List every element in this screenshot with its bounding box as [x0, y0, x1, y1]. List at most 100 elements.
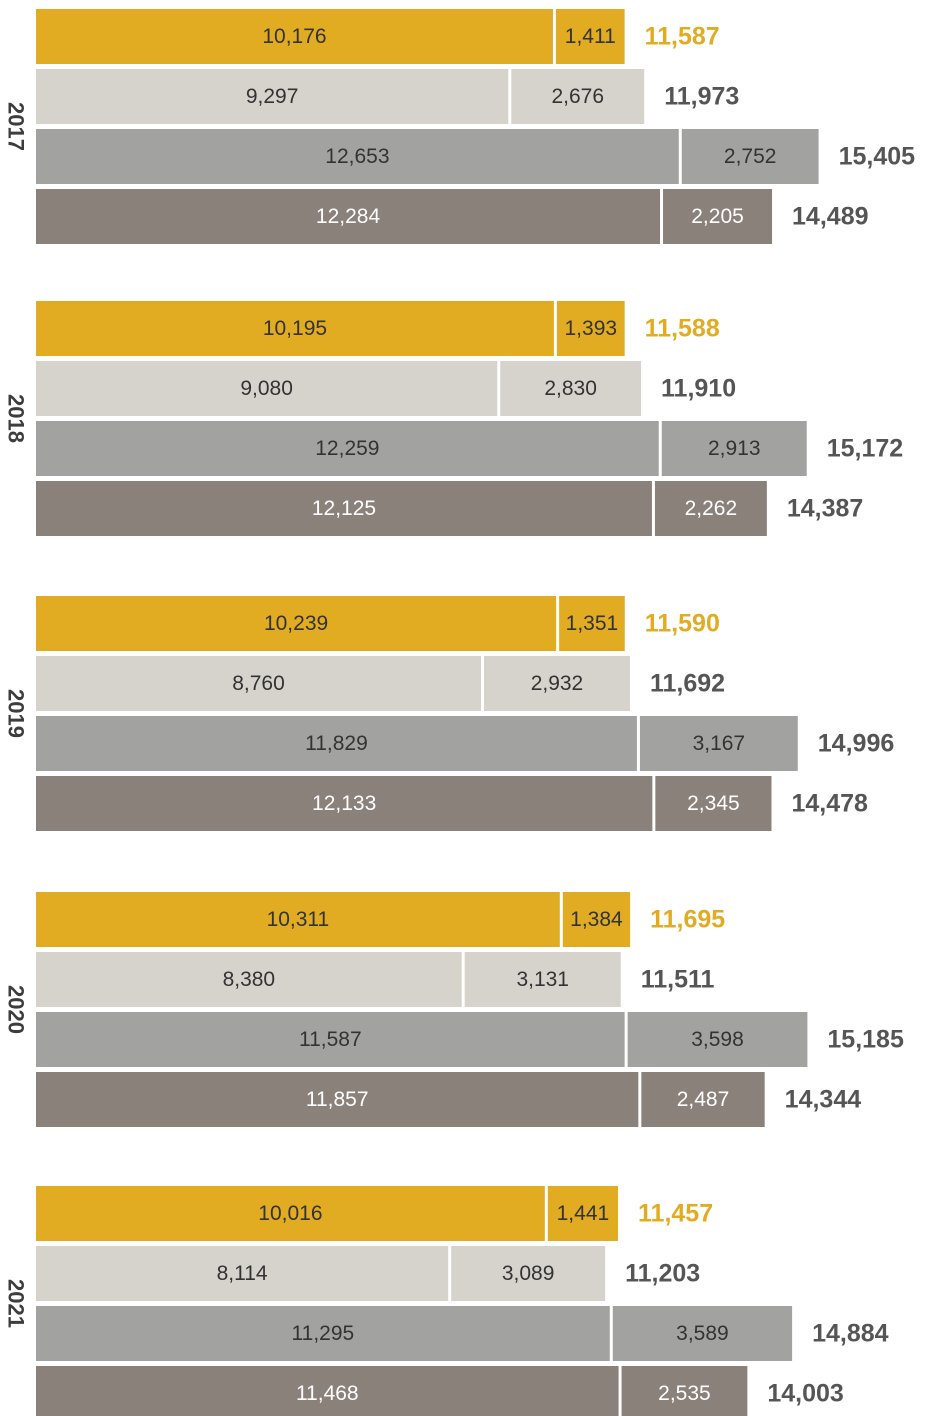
segment-value-label: 12,284 — [316, 205, 381, 228]
bar-total-label: 11,587 — [645, 23, 720, 51]
bar-segment-secondary — [655, 776, 772, 831]
year-group-2020: 2020 10,311 1,384 11,695 8,380 3,131 11,511 11,… — [4, 892, 904, 1127]
bar-total-label: 14,478 — [791, 790, 868, 818]
segment-value-label: 1,411 — [565, 25, 616, 48]
bar-segment-secondary — [500, 361, 642, 416]
bar-segment-primary — [36, 596, 557, 651]
bar-segment-secondary — [621, 1366, 748, 1416]
bar-total-label: 14,003 — [767, 1380, 843, 1408]
bar-segment-primary — [36, 129, 679, 184]
bar-segment-primary — [36, 189, 661, 244]
bar-total-label: 11,910 — [661, 375, 736, 403]
bar-segment-secondary — [663, 189, 773, 244]
segment-value-label: 2,345 — [687, 792, 740, 815]
year-label: 2021 — [4, 1279, 29, 1328]
bar-segment-secondary — [559, 596, 625, 651]
segment-value-label: 2,535 — [658, 1382, 711, 1405]
segment-value-label: 9,080 — [240, 377, 293, 400]
bar-segment-primary — [36, 656, 482, 711]
segment-value-label: 12,259 — [315, 437, 379, 460]
bar-segment-secondary — [639, 716, 798, 771]
bar-segment-secondary — [661, 421, 807, 476]
bar-segment-secondary — [612, 1306, 793, 1361]
segment-value-label: 8,760 — [232, 672, 285, 695]
segment-value-label: 3,167 — [693, 732, 746, 755]
segment-value-label: 3,598 — [691, 1028, 744, 1051]
segment-value-label: 12,125 — [312, 497, 376, 520]
year-group-2019: 2019 10,239 1,351 11,590 8,760 2,932 11,692 11,… — [4, 596, 894, 831]
segment-value-label: 8,380 — [223, 968, 276, 991]
bar-total-label: 15,172 — [827, 435, 903, 463]
year-group-2017: 2017 10,176 1,411 11,587 9,297 2,676 11,973 12,… — [4, 9, 916, 244]
segment-value-label: 2,752 — [724, 145, 777, 168]
segment-value-label: 1,351 — [566, 612, 619, 635]
year-label: 2019 — [4, 689, 29, 738]
bar-total-label: 11,590 — [645, 610, 720, 638]
bar-segment-primary — [36, 1306, 610, 1361]
bar-segment-primary — [36, 1366, 619, 1416]
segment-value-label: 10,311 — [267, 908, 330, 931]
segment-value-label: 2,676 — [551, 85, 604, 108]
bar-segment-primary — [36, 481, 652, 536]
segment-value-label: 10,239 — [264, 612, 328, 635]
bar-segment-primary — [36, 1072, 639, 1127]
bar-segment-secondary — [627, 1012, 808, 1067]
segment-value-label: 1,393 — [565, 317, 618, 340]
bar-segment-primary — [36, 301, 554, 356]
bar-total-label: 14,884 — [812, 1320, 889, 1348]
segment-value-label: 3,131 — [516, 968, 569, 991]
year-label: 2020 — [4, 985, 29, 1034]
bar-segment-secondary — [511, 69, 645, 124]
bar-total-label: 11,588 — [645, 315, 720, 343]
bar-segment-secondary — [464, 952, 621, 1007]
bar-total-label: 14,344 — [785, 1086, 862, 1114]
segment-value-label: 11,468 — [296, 1382, 359, 1405]
bar-segment-primary — [36, 421, 659, 476]
bar-total-label: 11,203 — [625, 1260, 700, 1288]
bar-total-label: 11,511 — [641, 966, 715, 994]
segment-value-label: 12,653 — [325, 145, 389, 168]
bar-segment-secondary — [654, 481, 767, 536]
segment-value-label: 2,262 — [685, 497, 738, 520]
segment-value-label: 2,913 — [708, 437, 761, 460]
bar-segment-secondary — [641, 1072, 765, 1127]
bar-segment-primary — [36, 776, 653, 831]
bar-total-label: 11,973 — [664, 83, 739, 111]
segment-value-label: 8,114 — [217, 1262, 268, 1285]
bar-segment-secondary — [681, 129, 819, 184]
bar-total-label: 15,405 — [839, 143, 916, 171]
segment-value-label: 11,857 — [306, 1088, 369, 1111]
bar-segment-primary — [36, 1012, 625, 1067]
bar-segment-primary — [36, 892, 560, 947]
bar-segment-primary — [36, 1186, 545, 1241]
bar-segment-primary — [36, 1246, 449, 1301]
bar-total-label: 11,457 — [638, 1200, 713, 1228]
bar-total-label: 15,185 — [827, 1026, 904, 1054]
bar-segment-secondary — [562, 892, 631, 947]
segment-value-label: 2,205 — [691, 205, 744, 228]
bar-total-label: 11,692 — [650, 670, 725, 698]
segment-value-label: 11,587 — [299, 1028, 362, 1051]
segment-value-label: 2,487 — [677, 1088, 730, 1111]
segment-value-label: 9,297 — [246, 85, 299, 108]
bar-total-label: 14,387 — [787, 495, 863, 523]
bar-segment-primary — [36, 69, 509, 124]
bar-segment-primary — [36, 716, 637, 771]
bar-segment-secondary — [451, 1246, 606, 1301]
bar-segment-secondary — [555, 9, 625, 64]
bar-segment-secondary — [547, 1186, 619, 1241]
bar-segment-secondary — [556, 301, 625, 356]
segment-value-label: 3,589 — [676, 1322, 729, 1345]
year-group-2021: 2021 10,016 1,441 11,457 8,114 3,089 11,203 11,… — [4, 1186, 889, 1416]
segment-value-label: 10,195 — [263, 317, 327, 340]
year-group-2018: 2018 10,195 1,393 11,588 9,080 2,830 11,910 12,… — [4, 301, 903, 536]
bar-segment-primary — [36, 952, 462, 1007]
segment-value-label: 10,016 — [258, 1202, 322, 1225]
segment-value-label: 11,829 — [305, 732, 368, 755]
year-label: 2018 — [4, 394, 29, 443]
segment-value-label: 1,441 — [557, 1202, 610, 1225]
segment-value-label: 12,133 — [312, 792, 376, 815]
year-label: 2017 — [4, 102, 29, 151]
segment-value-label: 11,295 — [292, 1322, 355, 1345]
